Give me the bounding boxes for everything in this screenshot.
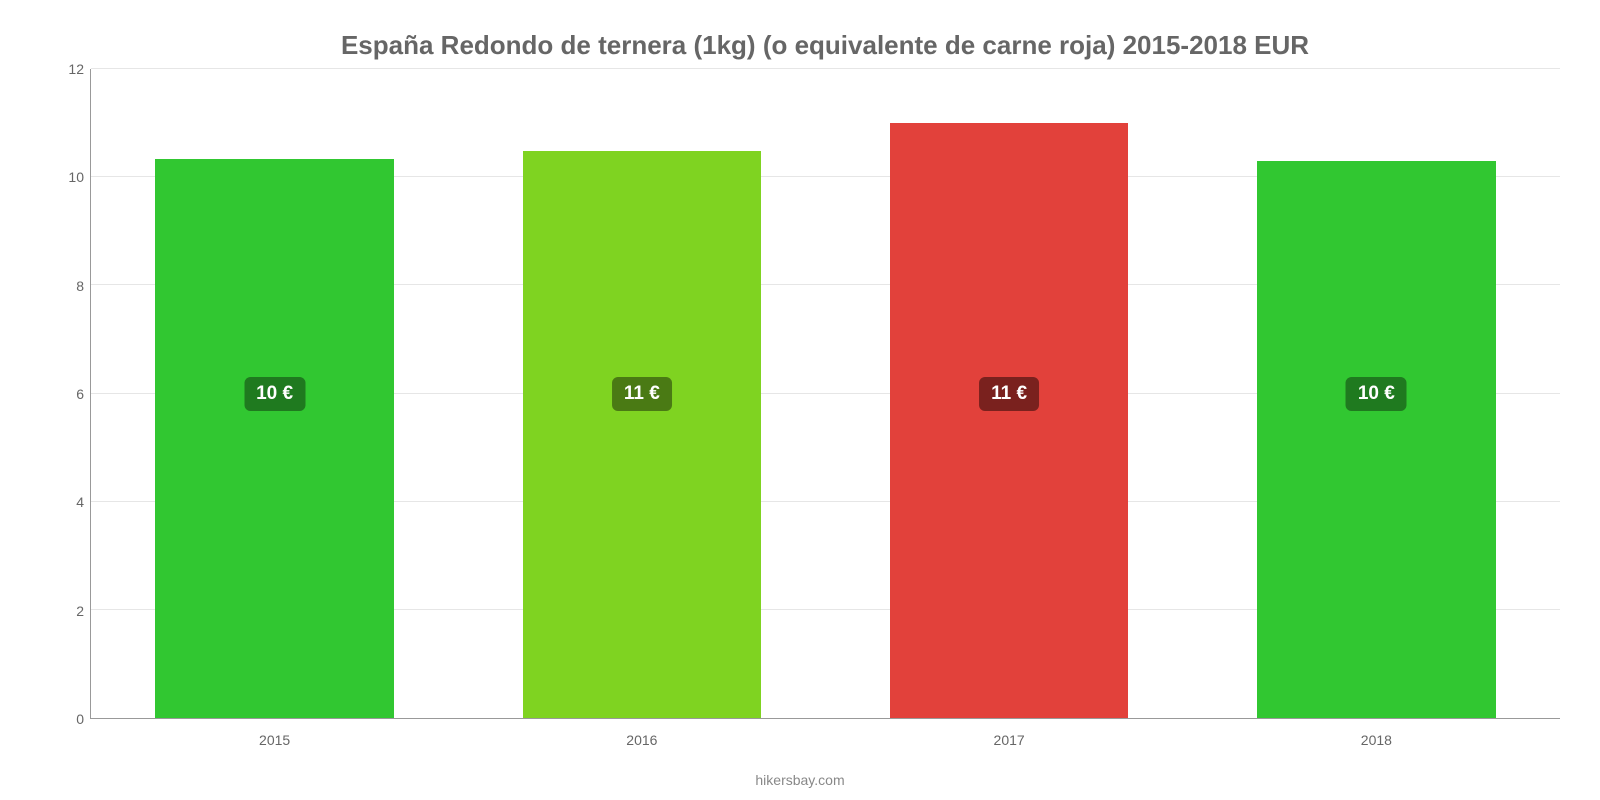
bars-group: 10 € 11 € 11 € 10 € <box>91 69 1560 718</box>
bar-column: 10 € <box>1193 69 1560 718</box>
y-tick-label: 0 <box>76 711 84 727</box>
x-tick-label: 2018 <box>1193 732 1560 748</box>
chart-title: España Redondo de ternera (1kg) (o equiv… <box>90 30 1560 61</box>
bar: 11 € <box>523 151 762 718</box>
bar: 11 € <box>890 123 1129 718</box>
plot-region: 024681012 10 €11 €11 €10 € 2015201620172… <box>90 69 1560 719</box>
y-axis: 024681012 <box>40 69 90 719</box>
y-tick-label: 4 <box>76 494 84 510</box>
chart-container: España Redondo de ternera (1kg) (o equiv… <box>0 0 1600 800</box>
value-badge: 10 € <box>1346 377 1407 411</box>
x-tick-label: 2017 <box>826 732 1193 748</box>
bar-column: 11 € <box>826 69 1193 718</box>
plot-area: 10 €11 €11 €10 € 2015201620172018 <box>90 69 1560 719</box>
x-tick-label: 2016 <box>458 732 825 748</box>
x-axis: 2015201620172018 <box>91 732 1560 748</box>
y-tick-label: 10 <box>68 169 84 185</box>
bar: 10 € <box>1257 161 1496 718</box>
bar-column: 10 € <box>91 69 458 718</box>
y-tick-label: 8 <box>76 278 84 294</box>
y-tick-label: 12 <box>68 61 84 77</box>
x-tick-label: 2015 <box>91 732 458 748</box>
value-badge: 10 € <box>244 377 305 411</box>
bar: 10 € <box>155 159 394 718</box>
y-tick-label: 6 <box>76 386 84 402</box>
y-tick-label: 2 <box>76 603 84 619</box>
value-badge: 11 € <box>979 377 1039 411</box>
bar-column: 11 € <box>458 69 825 718</box>
footer-attribution: hikersbay.com <box>0 772 1600 788</box>
value-badge: 11 € <box>612 377 672 411</box>
